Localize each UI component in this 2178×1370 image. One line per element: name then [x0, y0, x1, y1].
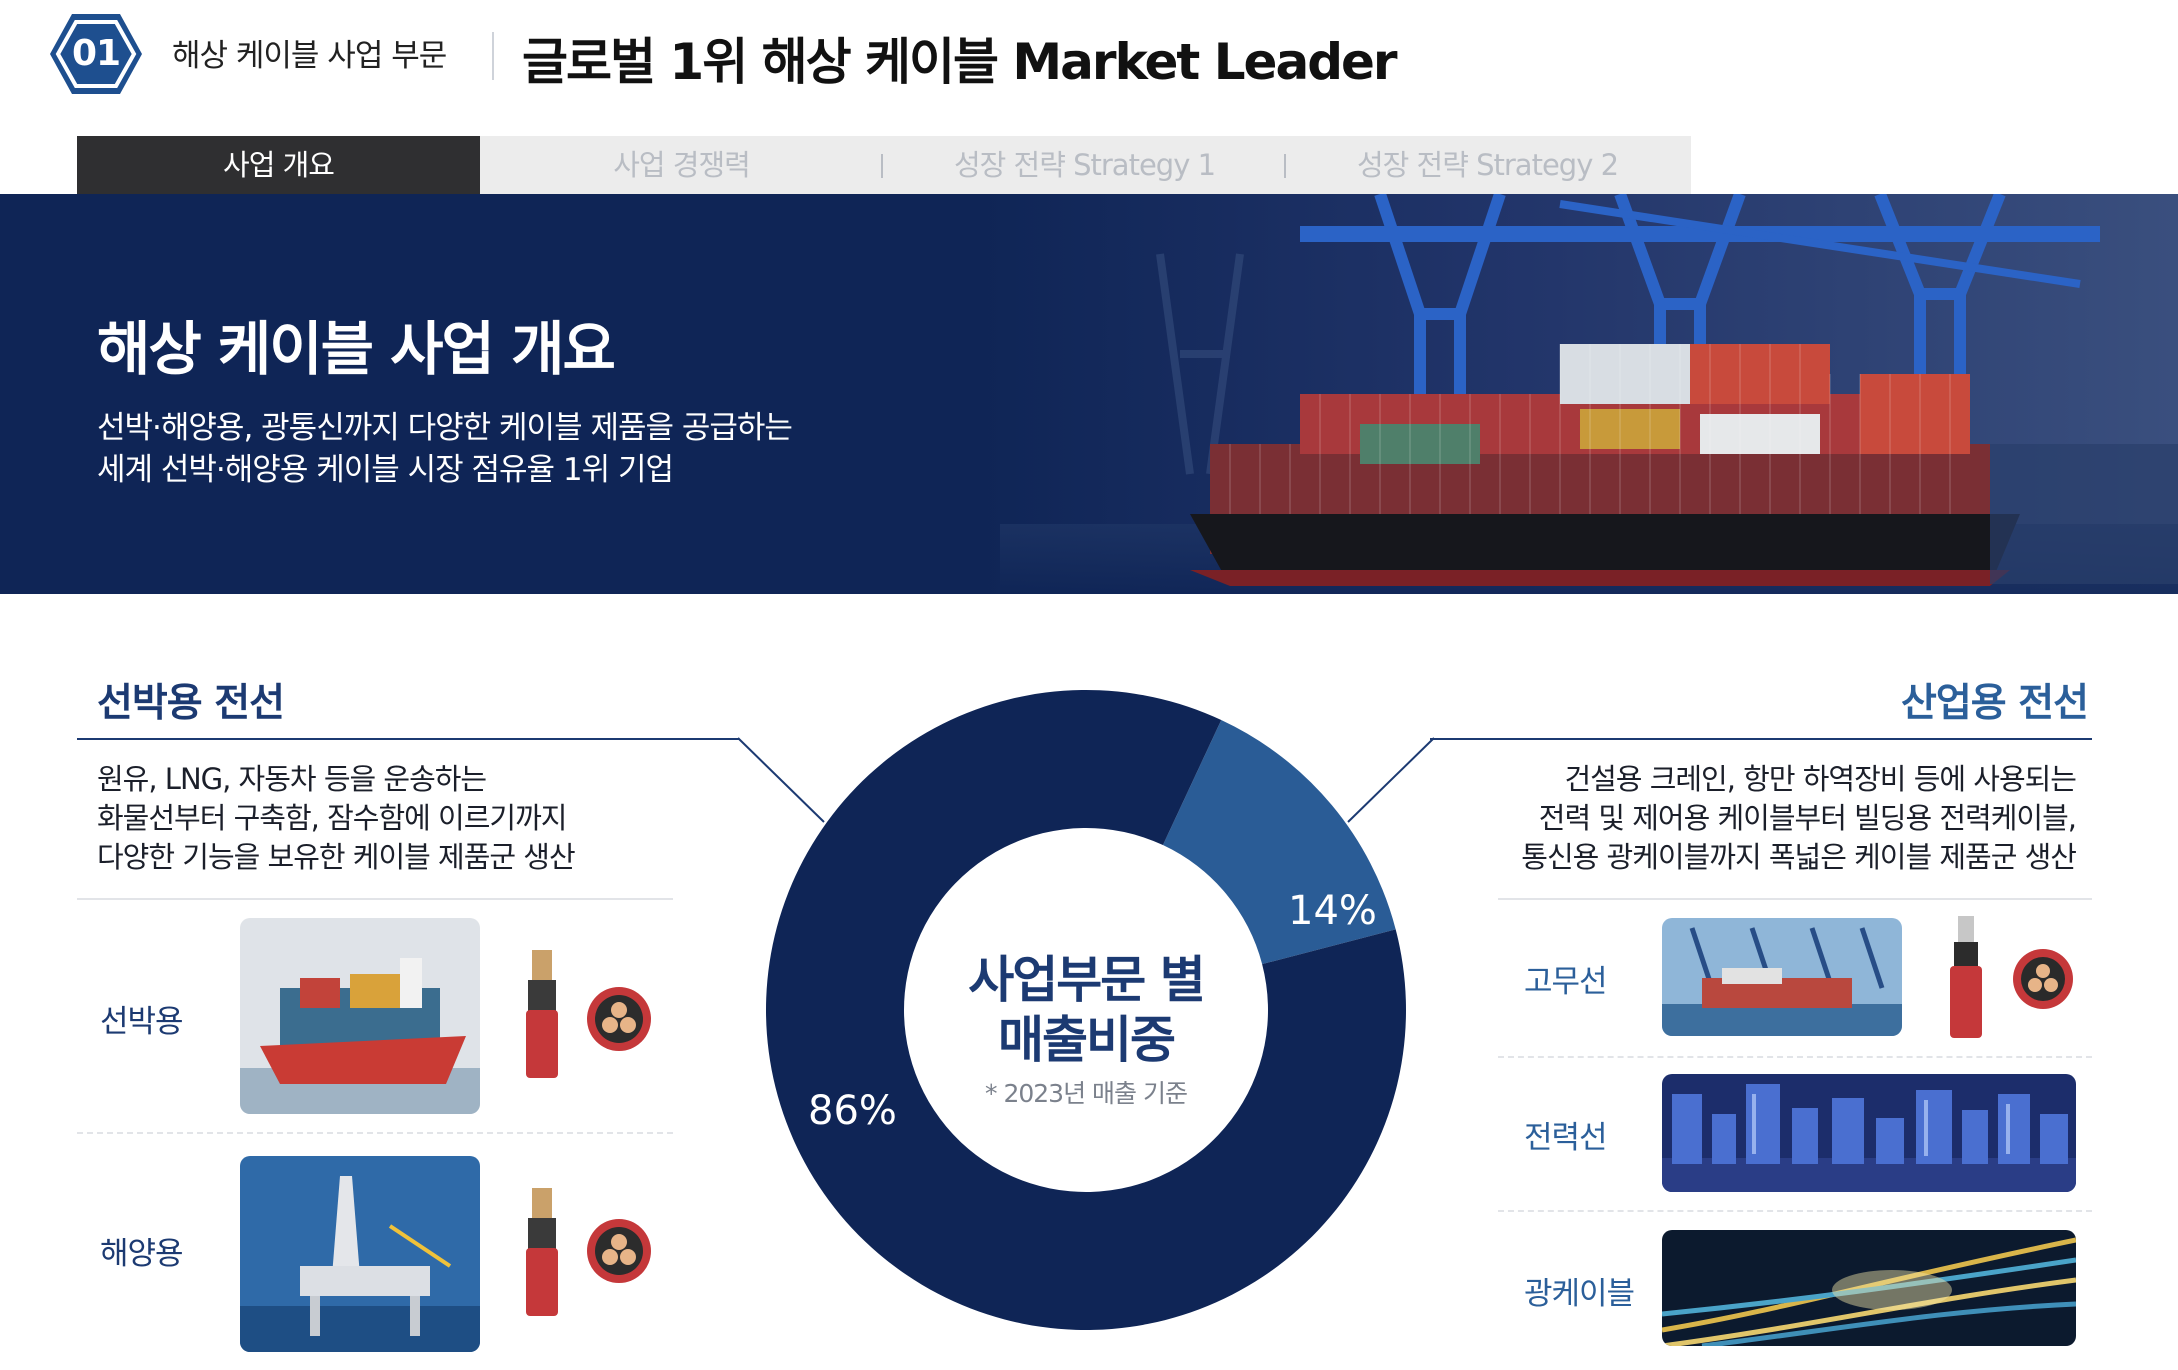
hero-description-line: 세계 선박·해양용 케이블 시장 점유율 1위 기업 [97, 452, 674, 488]
tab-strategy-1[interactable]: 성장 전략 Strategy 1 [883, 136, 1286, 194]
description-line: 원유, LNG, 자동차 등을 운송하는 [97, 762, 487, 796]
industrial-cable-description: 건설용 크레인, 항만 하역장비 등에 사용되는 전력 및 제어용 케이블부터 … [1420, 760, 2077, 877]
chart-center-title: 매출비중 [998, 1011, 1176, 1069]
product-label-optical: 광케이블 [1524, 1276, 1635, 1312]
ship-photo [240, 918, 480, 1114]
section-number: 01 [71, 33, 121, 74]
divider [1498, 898, 2092, 900]
industrial-share-label: 14% [1288, 888, 1377, 934]
product-label-ship: 선박용 [100, 1004, 184, 1040]
cable-icon [1950, 916, 1982, 1038]
cable-cross-section-icon [587, 1219, 651, 1283]
description-line: 건설용 크레인, 항만 하역장비 등에 사용되는 [1564, 762, 2077, 796]
marine-cable-heading: 선박용 전선 [97, 681, 285, 726]
hero-banner: 해상 케이블 사업 개요 선박·해양용, 광통신까지 다양한 케이블 제품을 공… [0, 194, 2178, 594]
cable-cross-section-icon [587, 987, 651, 1051]
divider [1498, 1056, 2092, 1058]
marine-cable-description: 원유, LNG, 자동차 등을 운송하는 화물선부터 구축함, 잠수함에 이르기… [97, 760, 576, 877]
divider [77, 898, 673, 900]
tab-label: 사업 경쟁력 [613, 148, 751, 182]
industrial-cable-heading: 산업용 전선 [1901, 681, 2089, 726]
chart-center-title: 사업부문 별 [968, 951, 1205, 1009]
header-divider [492, 32, 494, 80]
port-ship-illustration [0, 194, 2178, 594]
divider [77, 1132, 673, 1134]
connector-line [1347, 737, 1435, 823]
heading-rule [77, 738, 739, 740]
connector-line [737, 737, 825, 823]
donut-slice-industrial [1162, 719, 1396, 965]
chart-note: * 2023년 매출 기준 [985, 1079, 1188, 1108]
cable-icon [526, 950, 558, 1078]
tab-bar: 사업 개요 사업 경쟁력 성장 전략 Strategy 1 성장 전략 Stra… [77, 136, 1691, 194]
tab-strategy-2[interactable]: 성장 전략 Strategy 2 [1356, 148, 1619, 182]
donut-slice-marine [766, 689, 1406, 1330]
cable-icon [526, 1188, 558, 1316]
section-label: 해상 케이블 사업 부문 [172, 38, 447, 74]
donut-svg [766, 689, 1406, 1330]
product-label-offshore: 해양용 [100, 1236, 184, 1272]
offshore-rig-photo [240, 1156, 480, 1352]
heading-rule [1430, 738, 2092, 740]
page-title: 글로벌 1위 해상 케이블 Market Leader [522, 33, 1398, 91]
product-label-rubber: 고무선 [1524, 964, 1608, 1000]
tab-divider [1284, 154, 1286, 178]
tab-label: 성장 전략 Strategy 1 [953, 148, 1216, 182]
description-line: 통신용 광케이블까지 폭넓은 케이블 제품군 생산 [1521, 840, 2077, 874]
cable-cross-section-icon [2013, 949, 2073, 1009]
description-line: 다양한 기능을 보유한 케이블 제품군 생산 [97, 840, 576, 874]
hero-title: 해상 케이블 사업 개요 [97, 315, 616, 383]
marine-share-label: 86% [808, 1088, 897, 1134]
tab-divider [881, 154, 883, 178]
revenue-share-donut-chart [764, 688, 1408, 1332]
port-crane-photo [1662, 918, 1902, 1036]
hexagon-icon [50, 14, 142, 94]
page-header: 01 해상 케이블 사업 부문 글로벌 1위 해상 케이블 Market Lea… [0, 0, 2178, 120]
section-number-badge: 01 [48, 12, 144, 96]
tab-business-overview[interactable]: 사업 개요 [77, 136, 480, 194]
optical-fiber-photo [1662, 1230, 2076, 1346]
hero-description-line: 선박·해양용, 광통신까지 다양한 케이블 제품을 공급하는 [97, 410, 793, 446]
city-skyline-photo [1662, 1074, 2076, 1192]
tab-competitiveness[interactable]: 사업 경쟁력 [480, 136, 883, 194]
product-label-power: 전력선 [1524, 1120, 1608, 1156]
description-line: 화물선부터 구축함, 잠수함에 이르기까지 [97, 801, 567, 835]
description-line: 전력 및 제어용 케이블부터 빌딩용 전력케이블, [1538, 801, 2077, 835]
divider [1498, 1210, 2092, 1212]
